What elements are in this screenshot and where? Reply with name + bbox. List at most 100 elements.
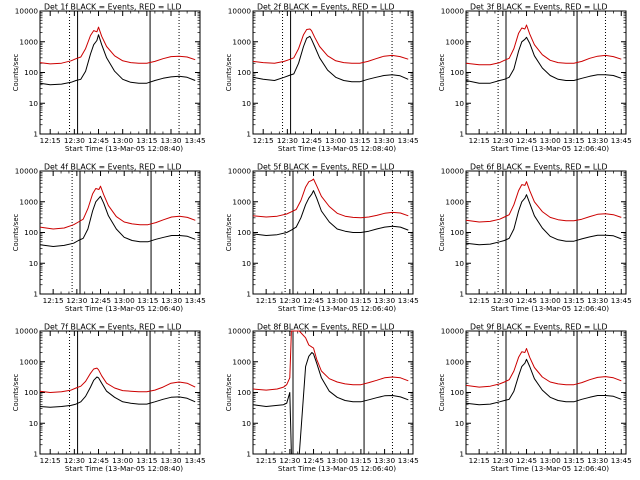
y-tick-label: 1 [246, 450, 251, 459]
x-tick-label: 12:30 [492, 296, 513, 305]
x-tick-label: 12:15 [469, 456, 490, 465]
y-tick-label: 100 [24, 228, 38, 237]
y-tick-label: 1000 [19, 357, 38, 366]
chart-title: Det 1f BLACK = Events, RED = LLD [44, 3, 182, 12]
x-tick-label: 13:15 [563, 136, 584, 145]
y-tick-label: 10 [242, 419, 252, 428]
y-tick-label: 1000 [19, 197, 38, 206]
events-series-line [465, 36, 622, 84]
x-tick-label: 12:15 [43, 296, 64, 305]
lld-series-line [465, 24, 622, 66]
y-tick-label: 10 [29, 259, 39, 268]
x-tick-label: 12:15 [256, 456, 277, 465]
x-tick-label: 13:45 [398, 296, 419, 305]
chart-title: Det 4f BLACK = Events, RED = LLD [44, 163, 182, 172]
chart-panel-2: Det 2f BLACK = Events, RED = LLD 1 10 100 10… [225, 3, 419, 154]
x-axis-label: Start Time (13-Mar-05 12:08:40) [278, 144, 396, 153]
chart-panel-3: Det 3f BLACK = Events, RED = LLD 1 10 100 10… [438, 3, 632, 154]
x-tick-label: 13:45 [611, 136, 632, 145]
x-tick-label: 13:00 [540, 136, 561, 145]
y-tick-label: 100 [237, 68, 251, 77]
events-series-line [465, 194, 622, 246]
y-tick-label: 1000 [445, 37, 464, 46]
x-axis-label: Start Time (13-Mar-05 12:06:40) [491, 304, 609, 313]
x-tick-label: 12:30 [66, 296, 87, 305]
x-tick-label: 13:45 [185, 296, 206, 305]
y-axis-label: Counts/sec [12, 214, 20, 252]
x-tick-label: 12:45 [303, 296, 324, 305]
y-tick-label: 100 [237, 388, 251, 397]
events-series-line [39, 195, 196, 247]
chart-title: Det 6f BLACK = Events, RED = LLD [470, 163, 608, 172]
x-tick-label: 13:45 [185, 456, 206, 465]
events-series-line [252, 190, 409, 236]
x-tick-label: 12:30 [64, 136, 85, 145]
x-tick-label: 13:45 [611, 296, 632, 305]
x-tick-label: 13:45 [185, 136, 206, 145]
x-tick-label: 13:15 [136, 136, 157, 145]
y-tick-label: 10 [242, 259, 252, 268]
chart-panel-5: Det 5f BLACK = Events, RED = LLD 1 10 100 10… [225, 163, 419, 314]
plot-frame [39, 330, 201, 455]
x-tick-label: 13:30 [587, 136, 608, 145]
events-series-line [465, 358, 622, 406]
x-axis-label: Start Time (13-Mar-05 12:08:40) [65, 464, 183, 473]
x-tick-label: 12:45 [516, 296, 537, 305]
x-tick-label: 12:30 [492, 136, 513, 145]
y-tick-label: 1000 [445, 357, 464, 366]
x-tick-label: 13:30 [160, 456, 181, 465]
x-tick-label: 12:30 [279, 296, 300, 305]
y-axis-label: Counts/sec [12, 374, 20, 412]
y-tick-label: 1 [459, 450, 464, 459]
x-tick-label: 13:00 [112, 136, 133, 145]
y-tick-label: 10000 [228, 167, 252, 176]
x-tick-label: 13:15 [350, 296, 371, 305]
x-tick-label: 12:15 [253, 136, 274, 145]
x-tick-label: 13:00 [325, 136, 346, 145]
lld-series-line [252, 28, 409, 64]
x-axis-label: Start Time (13-Mar-05 12:06:40) [278, 464, 396, 473]
lld-series-line [39, 26, 196, 65]
plot-frame [252, 10, 414, 135]
x-tick-label: 13:00 [327, 456, 348, 465]
y-tick-label: 1 [33, 130, 38, 139]
chart-title: Det 7f BLACK = Events, RED = LLD [44, 323, 182, 332]
y-tick-label: 10 [455, 259, 465, 268]
y-tick-label: 1000 [445, 197, 464, 206]
x-tick-label: 13:15 [563, 456, 584, 465]
x-tick-label: 12:45 [90, 296, 111, 305]
x-tick-label: 13:00 [540, 296, 561, 305]
x-tick-label: 13:15 [349, 136, 370, 145]
plot-frame [252, 170, 414, 295]
plot-frame [39, 10, 201, 135]
chart-title: Det 9f BLACK = Events, RED = LLD [470, 323, 608, 332]
y-axis-label: Counts/sec [12, 54, 20, 92]
lld-series-line [252, 178, 409, 219]
x-axis-label: Start Time (13-Mar-05 12:06:40) [278, 304, 396, 313]
chart-panel-8: Det 8f BLACK = Events, RED = LLD 1 10 100 10… [225, 323, 419, 474]
y-tick-label: 1 [33, 450, 38, 459]
lld-series-line [39, 367, 196, 393]
y-tick-label: 100 [24, 388, 38, 397]
chart-panel-7: Det 7f BLACK = Events, RED = LLD 1 10 100 10… [12, 323, 206, 474]
x-tick-label: 13:00 [114, 296, 135, 305]
y-tick-label: 1 [459, 130, 464, 139]
chart-panel-1: Det 1f BLACK = Events, RED = LLD 1 10 100 10… [12, 3, 206, 154]
x-tick-label: 12:45 [303, 456, 324, 465]
x-tick-label: 12:45 [88, 456, 109, 465]
x-tick-label: 12:15 [40, 456, 61, 465]
chart-title: Det 8f BLACK = Events, RED = LLD [257, 323, 395, 332]
x-tick-label: 13:45 [398, 456, 419, 465]
y-tick-label: 1000 [232, 197, 251, 206]
y-tick-label: 10000 [15, 7, 39, 16]
x-tick-label: 13:00 [112, 456, 133, 465]
x-tick-label: 13:00 [327, 296, 348, 305]
x-tick-label: 13:30 [374, 456, 395, 465]
x-tick-label: 13:30 [160, 136, 181, 145]
y-tick-label: 1000 [232, 37, 251, 46]
x-tick-label: 13:30 [374, 296, 395, 305]
y-tick-label: 100 [450, 228, 464, 237]
y-tick-label: 10000 [228, 7, 252, 16]
events-series-line [39, 376, 196, 408]
y-tick-label: 10 [242, 99, 252, 108]
